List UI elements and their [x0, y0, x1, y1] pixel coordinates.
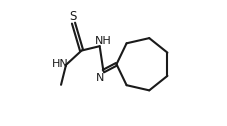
Text: HN: HN — [52, 59, 68, 69]
Text: NH: NH — [95, 36, 111, 46]
Text: N: N — [95, 73, 104, 83]
Text: S: S — [69, 10, 76, 23]
